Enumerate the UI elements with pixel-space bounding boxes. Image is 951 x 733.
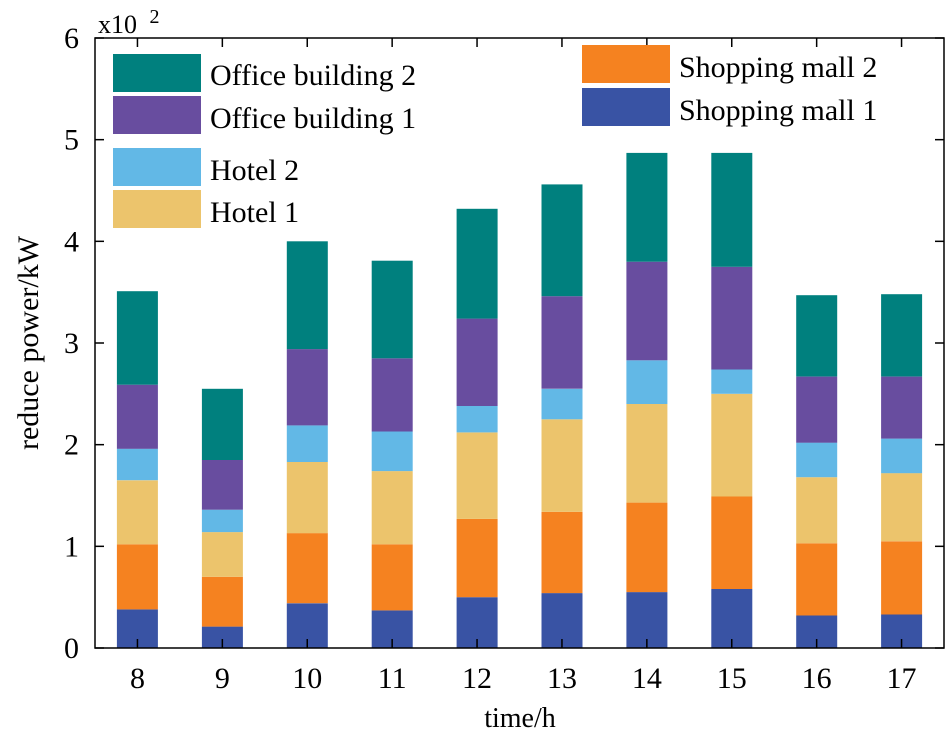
legend-label-shopping-mall-2: Shopping mall 2 [679, 51, 877, 84]
legend-label-hotel-1: Hotel 1 [210, 196, 299, 229]
x-tick-label: 9 [215, 662, 230, 695]
legend-swatch-shopping-mall-1 [582, 88, 670, 126]
bar-office-building-1-t11 [371, 358, 413, 432]
y-tick-label: 4 [64, 225, 79, 258]
legend-swatch-hotel-2 [113, 148, 201, 186]
bar-hotel-1-t8 [116, 480, 158, 545]
bar-shopping-mall-2-t8 [116, 544, 158, 610]
bar-office-building-1-t8 [116, 384, 158, 449]
legend-label-office-building-1: Office building 1 [210, 102, 416, 135]
bar-office-building-1-t12 [456, 318, 498, 406]
bar-hotel-1-t16 [796, 477, 838, 544]
bar-office-building-1-t17 [881, 376, 923, 439]
bar-hotel-2-t9 [201, 509, 243, 533]
bar-shopping-mall-2-t10 [286, 533, 328, 604]
bar-hotel-2-t15 [711, 369, 753, 394]
legend-swatch-shopping-mall-2 [582, 45, 670, 83]
bar-office-building-2-t15 [711, 152, 753, 267]
bar-office-building-1-t9 [201, 459, 243, 510]
legend-swatch-office-building-1 [113, 96, 201, 134]
bar-hotel-1-t14 [626, 404, 668, 503]
bar-layer [116, 152, 923, 648]
legend-swatch-hotel-1 [113, 190, 201, 228]
bar-hotel-1-t11 [371, 471, 413, 545]
legend-swatch-office-building-2 [113, 54, 201, 92]
bar-shopping-mall-2-t16 [796, 543, 838, 616]
bar-office-building-2-t9 [201, 388, 243, 460]
y-axis-label: reduce power/kW [12, 235, 45, 450]
bar-office-building-2-t11 [371, 260, 413, 359]
y-tick-label: 2 [64, 429, 79, 462]
legend: Office building 2 Office building 1 Hotel … [113, 45, 877, 229]
bar-hotel-2-t11 [371, 431, 413, 472]
y-tick-label: 1 [64, 530, 79, 563]
bar-shopping-mall-2-t13 [541, 511, 583, 594]
bar-office-building-2-t17 [881, 294, 923, 377]
bar-shopping-mall-2-t17 [881, 541, 923, 615]
y-tick-label: 3 [64, 327, 79, 360]
bar-shopping-mall-1-t15 [711, 589, 753, 648]
bar-hotel-1-t17 [881, 473, 923, 542]
x-tick-label: 12 [462, 662, 492, 695]
x-tick-label: 13 [547, 662, 577, 695]
bar-hotel-2-t8 [116, 448, 158, 481]
bar-office-building-2-t12 [456, 208, 498, 319]
bar-shopping-mall-1-t13 [541, 593, 583, 648]
bar-hotel-2-t12 [456, 406, 498, 433]
bar-hotel-2-t13 [541, 388, 583, 420]
x-tick-label: 8 [130, 662, 145, 695]
bar-hotel-1-t9 [201, 532, 243, 577]
bar-office-building-2-t8 [116, 291, 158, 385]
bar-office-building-2-t13 [541, 184, 583, 297]
bar-hotel-2-t10 [286, 425, 328, 462]
legend-label-shopping-mall-1: Shopping mall 1 [679, 94, 877, 127]
bar-hotel-1-t12 [456, 432, 498, 519]
bar-hotel-2-t16 [796, 442, 838, 478]
bar-office-building-1-t13 [541, 296, 583, 389]
y-multiplier-exponent: 2 [150, 6, 160, 28]
bar-office-building-1-t15 [711, 266, 753, 370]
bar-hotel-1-t10 [286, 462, 328, 534]
x-tick-label: 17 [887, 662, 917, 695]
bar-shopping-mall-2-t12 [456, 518, 498, 598]
bar-shopping-mall-2-t11 [371, 544, 413, 611]
bar-office-building-2-t16 [796, 295, 838, 377]
bar-hotel-1-t15 [711, 393, 753, 497]
bar-office-building-1-t14 [626, 261, 668, 361]
y-tick-label: 5 [64, 124, 79, 157]
legend-label-office-building-2: Office building 2 [210, 59, 416, 92]
bar-shopping-mall-2-t14 [626, 502, 668, 593]
bar-hotel-2-t17 [881, 438, 923, 474]
bar-hotel-2-t14 [626, 360, 668, 404]
x-tick-label: 16 [802, 662, 832, 695]
x-tick-label: 10 [292, 662, 322, 695]
legend-label-hotel-2: Hotel 2 [210, 154, 299, 187]
y-tick-label: 0 [64, 632, 79, 665]
bar-shopping-mall-1-t9 [201, 626, 243, 648]
bar-office-building-2-t14 [626, 152, 668, 262]
y-multiplier-label: x10 2 [98, 6, 160, 39]
x-tick-label: 14 [632, 662, 662, 695]
bar-office-building-1-t10 [286, 349, 328, 426]
bar-shopping-mall-1-t14 [626, 592, 668, 648]
x-axis-label: time/h [484, 703, 556, 733]
y-multiplier-base: x10 [98, 10, 137, 39]
bar-office-building-1-t16 [796, 376, 838, 443]
bar-shopping-mall-2-t15 [711, 496, 753, 589]
x-tick-label: 15 [717, 662, 747, 695]
bar-office-building-2-t10 [286, 241, 328, 350]
y-tick-label: 6 [64, 22, 79, 55]
bar-hotel-1-t13 [541, 419, 583, 512]
x-tick-label: 11 [378, 662, 407, 695]
bar-shopping-mall-2-t9 [201, 576, 243, 627]
